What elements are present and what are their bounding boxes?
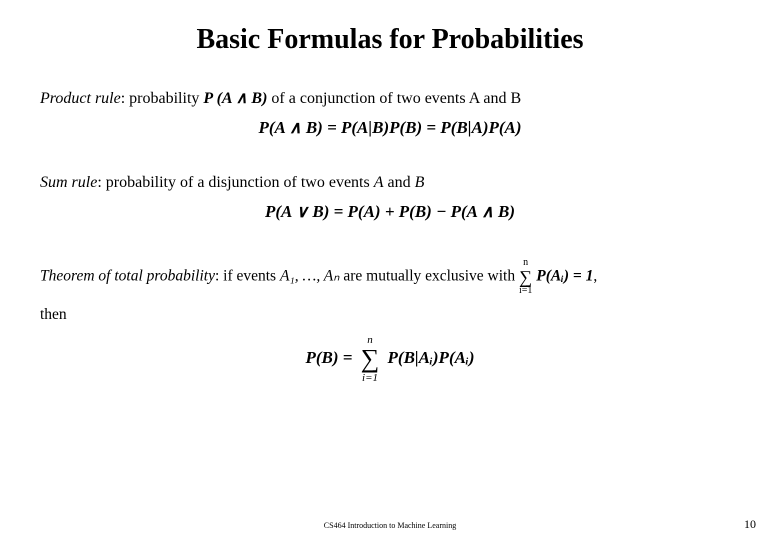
inline-sum-icon: n∑i=1 bbox=[519, 258, 532, 296]
product-rule-block: Product rule: probability P (A ∧ B) of a… bbox=[40, 88, 740, 138]
sum-rule-text: Sum rule: probability of a disjunction o… bbox=[40, 174, 740, 192]
product-rule-desc-pre: : probability bbox=[121, 90, 204, 107]
product-rule-formula: P(A ∧ B) = P(A|B)P(B) = P(B|A)P(A) bbox=[40, 118, 740, 138]
sum-rule-name: Sum rule bbox=[40, 174, 97, 191]
total-prob-events: A₁, …, Aₙ bbox=[280, 268, 340, 285]
slide: Basic Formulas for Probabilities Product… bbox=[0, 0, 780, 540]
product-rule-name: Product rule bbox=[40, 90, 121, 107]
total-prob-block: Theorem of total probability: if events … bbox=[40, 258, 740, 384]
total-prob-then: then bbox=[40, 306, 740, 324]
sum-rule-desc: : probability of a disjunction of two ev… bbox=[97, 174, 373, 191]
total-prob-formula: P(B) = n∑i=1 P(B|Aᵢ)P(Aᵢ) bbox=[40, 334, 740, 384]
product-rule-expr: P (A ∧ B) bbox=[203, 90, 267, 107]
total-prob-sum-expr: P(Aᵢ) = 1 bbox=[532, 268, 593, 285]
total-prob-desc-mid: are mutually exclusive with bbox=[339, 268, 519, 285]
sum-rule-A: A bbox=[374, 174, 384, 191]
total-prob-desc-pre: : if events bbox=[215, 268, 280, 285]
sum-rule-formula: P(A ∨ B) = P(A) + P(B) − P(A ∧ B) bbox=[40, 202, 740, 222]
sum-rule-B: B bbox=[415, 174, 425, 191]
total-prob-desc-post: , bbox=[593, 268, 597, 285]
footer-text: CS464 Introduction to Machine Learning bbox=[0, 521, 780, 530]
total-prob-name: Theorem of total probability bbox=[40, 268, 215, 285]
total-prob-text: Theorem of total probability: if events … bbox=[40, 258, 740, 296]
slide-title: Basic Formulas for Probabilities bbox=[40, 24, 740, 56]
big-sum-icon: n∑i=1 bbox=[361, 334, 380, 384]
product-rule-desc-post: of a conjunction of two events A and B bbox=[267, 90, 521, 107]
sum-rule-block: Sum rule: probability of a disjunction o… bbox=[40, 174, 740, 222]
product-rule-text: Product rule: probability P (A ∧ B) of a… bbox=[40, 88, 740, 108]
page-number: 10 bbox=[744, 517, 756, 532]
sum-rule-and: and bbox=[384, 174, 415, 191]
